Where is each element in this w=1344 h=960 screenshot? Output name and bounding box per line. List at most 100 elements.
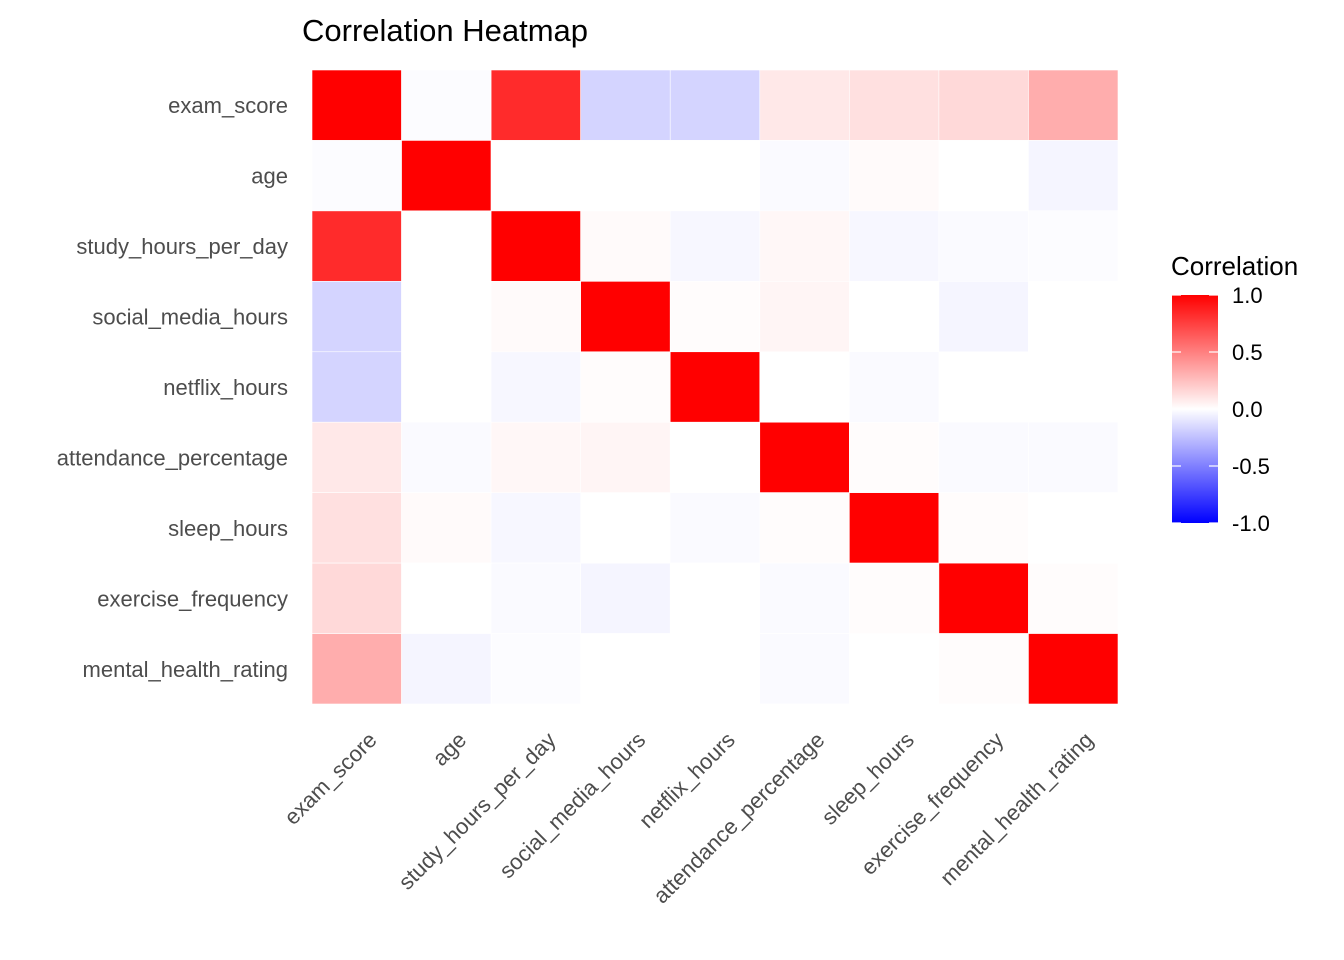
x-tick-label: study_hours_per_day bbox=[393, 727, 560, 894]
heatmap-cell-sleep_hours-netflix_hours bbox=[669, 492, 761, 564]
heatmap-cell-netflix_hours-mental_health_rating bbox=[1028, 351, 1119, 423]
heatmap-cell-sleep_hours-exam_score bbox=[311, 492, 402, 564]
heatmap-cells bbox=[311, 69, 1119, 705]
heatmap-cell-study_hours_per_day-exercise_frequency bbox=[938, 210, 1029, 282]
heatmap-cell-sleep_hours-social_media_hours bbox=[580, 492, 671, 564]
legend-tick-label: -1.0 bbox=[1232, 511, 1270, 536]
heatmap-cell-netflix_hours-sleep_hours bbox=[849, 351, 940, 423]
heatmap-cell-age-mental_health_rating bbox=[1028, 140, 1119, 212]
heatmap-cell-exam_score-age bbox=[401, 69, 492, 141]
legend-tick-label: 0.5 bbox=[1232, 340, 1263, 365]
heatmap-cell-social_media_hours-social_media_hours bbox=[580, 281, 671, 353]
y-tick-label: attendance_percentage bbox=[57, 445, 288, 470]
heatmap-cell-mental_health_rating-study_hours_per_day bbox=[490, 633, 581, 705]
heatmap-cell-exercise_frequency-netflix_hours bbox=[669, 562, 761, 634]
heatmap-cell-exam_score-netflix_hours bbox=[669, 69, 761, 141]
heatmap-cell-social_media_hours-study_hours_per_day bbox=[490, 281, 581, 353]
y-tick-label: sleep_hours bbox=[168, 516, 288, 541]
legend-tick-label: -0.5 bbox=[1232, 454, 1270, 479]
heatmap-cell-attendance_percentage-exercise_frequency bbox=[938, 421, 1029, 493]
heatmap-cell-mental_health_rating-mental_health_rating bbox=[1028, 633, 1119, 705]
heatmap-cell-attendance_percentage-netflix_hours bbox=[669, 421, 761, 493]
heatmap-cell-mental_health_rating-sleep_hours bbox=[849, 633, 940, 705]
legend-ticks: 1.0 0.5 0.0 -0.5 -1.0 bbox=[1172, 283, 1270, 536]
heatmap-cell-social_media_hours-netflix_hours bbox=[669, 281, 761, 353]
heatmap-cell-social_media_hours-exercise_frequency bbox=[938, 281, 1029, 353]
heatmap-cell-age-sleep_hours bbox=[849, 140, 940, 212]
heatmap-cell-sleep_hours-attendance_percentage bbox=[759, 492, 850, 564]
heatmap-cell-exercise_frequency-exercise_frequency bbox=[938, 562, 1029, 634]
y-tick-label: age bbox=[251, 164, 288, 189]
x-tick-label: age bbox=[428, 727, 472, 771]
heatmap-cell-mental_health_rating-exercise_frequency bbox=[938, 633, 1029, 705]
heatmap-cell-attendance_percentage-exam_score bbox=[311, 421, 402, 493]
heatmap-cell-exercise_frequency-social_media_hours bbox=[580, 562, 671, 634]
heatmap-cell-mental_health_rating-attendance_percentage bbox=[759, 633, 850, 705]
heatmap-cell-sleep_hours-study_hours_per_day bbox=[490, 492, 581, 564]
heatmap-cell-study_hours_per_day-attendance_percentage bbox=[759, 210, 850, 282]
heatmap-cell-social_media_hours-age bbox=[401, 281, 492, 353]
heatmap-cell-exam_score-social_media_hours bbox=[580, 69, 671, 141]
heatmap-cell-attendance_percentage-mental_health_rating bbox=[1028, 421, 1119, 493]
x-tick-label: attendance_percentage bbox=[648, 727, 829, 908]
legend-tick-label: 1.0 bbox=[1232, 283, 1263, 308]
heatmap-cell-attendance_percentage-attendance_percentage bbox=[759, 421, 850, 493]
heatmap-cell-age-attendance_percentage bbox=[759, 140, 850, 212]
heatmap-cell-sleep_hours-age bbox=[401, 492, 492, 564]
heatmap-cell-sleep_hours-sleep_hours bbox=[849, 492, 940, 564]
y-tick-label: mental_health_rating bbox=[83, 657, 288, 682]
x-tick-label: mental_health_rating bbox=[935, 727, 1098, 890]
heatmap-cell-exercise_frequency-age bbox=[401, 562, 492, 634]
x-tick-label: exam_score bbox=[279, 727, 381, 829]
heatmap-cell-attendance_percentage-sleep_hours bbox=[849, 421, 940, 493]
heatmap-cell-netflix_hours-exercise_frequency bbox=[938, 351, 1029, 423]
heatmap-cell-study_hours_per_day-mental_health_rating bbox=[1028, 210, 1119, 282]
heatmap-cell-sleep_hours-exercise_frequency bbox=[938, 492, 1029, 564]
y-tick-label: social_media_hours bbox=[92, 305, 288, 330]
heatmap-cell-exercise_frequency-mental_health_rating bbox=[1028, 562, 1119, 634]
heatmap-cell-mental_health_rating-social_media_hours bbox=[580, 633, 671, 705]
heatmap-cell-exam_score-mental_health_rating bbox=[1028, 69, 1119, 141]
heatmap-cell-social_media_hours-exam_score bbox=[311, 281, 402, 353]
heatmap-cell-netflix_hours-attendance_percentage bbox=[759, 351, 850, 423]
y-tick-label: exercise_frequency bbox=[97, 586, 288, 611]
heatmap-cell-netflix_hours-exam_score bbox=[311, 351, 402, 423]
heatmap-cell-exercise_frequency-study_hours_per_day bbox=[490, 562, 581, 634]
heatmap-cell-age-social_media_hours bbox=[580, 140, 671, 212]
heatmap-cell-exercise_frequency-sleep_hours bbox=[849, 562, 940, 634]
legend-title: Correlation bbox=[1171, 251, 1298, 281]
heatmap-cell-sleep_hours-mental_health_rating bbox=[1028, 492, 1119, 564]
heatmap-cell-attendance_percentage-study_hours_per_day bbox=[490, 421, 581, 493]
legend-tick-label: 0.0 bbox=[1232, 397, 1263, 422]
x-axis-labels: exam_score agestudy_hours_per_daysocial_m… bbox=[279, 727, 1098, 908]
y-tick-label: exam_score bbox=[168, 93, 288, 118]
heatmap-cell-mental_health_rating-exam_score bbox=[311, 633, 402, 705]
heatmap-cell-exam_score-sleep_hours bbox=[849, 69, 940, 141]
heatmap-cell-attendance_percentage-social_media_hours bbox=[580, 421, 671, 493]
heatmap-cell-study_hours_per_day-netflix_hours bbox=[669, 210, 761, 282]
heatmap-cell-social_media_hours-sleep_hours bbox=[849, 281, 940, 353]
heatmap-cell-exercise_frequency-exam_score bbox=[311, 562, 402, 634]
chart-title: Correlation Heatmap bbox=[302, 13, 588, 48]
heatmap-cell-social_media_hours-mental_health_rating bbox=[1028, 281, 1119, 353]
heatmap-cell-age-exercise_frequency bbox=[938, 140, 1029, 212]
heatmap-cell-exam_score-study_hours_per_day bbox=[490, 69, 581, 141]
heatmap-cell-age-netflix_hours bbox=[669, 140, 761, 212]
heatmap-cell-age-age bbox=[401, 140, 492, 212]
x-tick-label: social_media_hours bbox=[494, 727, 650, 883]
heatmap-cell-study_hours_per_day-study_hours_per_day bbox=[490, 210, 581, 282]
y-tick-label: study_hours_per_day bbox=[76, 234, 288, 259]
heatmap-cell-mental_health_rating-netflix_hours bbox=[669, 633, 761, 705]
heatmap-cell-exam_score-exercise_frequency bbox=[938, 69, 1029, 141]
heatmap-cell-age-exam_score bbox=[311, 140, 402, 212]
heatmap-cell-social_media_hours-attendance_percentage bbox=[759, 281, 850, 353]
heatmap-cell-netflix_hours-netflix_hours bbox=[669, 351, 761, 423]
heatmap-cell-study_hours_per_day-sleep_hours bbox=[849, 210, 940, 282]
heatmap-cell-study_hours_per_day-age bbox=[401, 210, 492, 282]
heatmap-cell-exam_score-exam_score bbox=[311, 69, 402, 141]
heatmap-cell-netflix_hours-age bbox=[401, 351, 492, 423]
y-tick-label: netflix_hours bbox=[163, 375, 288, 400]
heatmap-cell-exercise_frequency-attendance_percentage bbox=[759, 562, 850, 634]
